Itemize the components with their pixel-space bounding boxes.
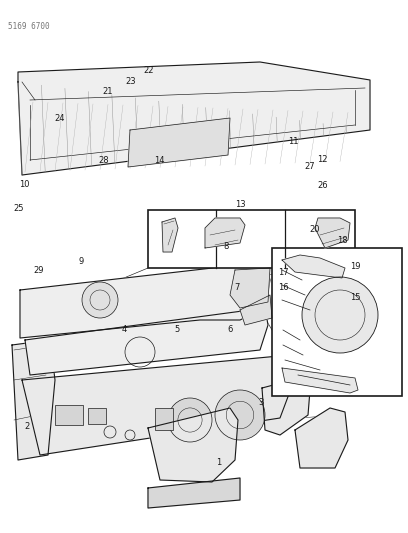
Polygon shape bbox=[22, 355, 295, 455]
Text: 13: 13 bbox=[235, 200, 246, 208]
Polygon shape bbox=[282, 255, 345, 278]
Text: 15: 15 bbox=[350, 293, 360, 302]
Polygon shape bbox=[282, 368, 358, 393]
Polygon shape bbox=[148, 408, 238, 482]
Text: 8: 8 bbox=[224, 242, 229, 251]
Polygon shape bbox=[128, 118, 230, 167]
Polygon shape bbox=[230, 268, 270, 308]
Text: 25: 25 bbox=[13, 205, 24, 213]
Text: 28: 28 bbox=[99, 157, 109, 165]
Bar bbox=[88, 408, 106, 424]
Text: 17: 17 bbox=[278, 269, 289, 277]
Text: 1: 1 bbox=[216, 458, 221, 467]
Text: 12: 12 bbox=[317, 156, 328, 164]
Bar bbox=[272, 248, 402, 396]
Polygon shape bbox=[262, 378, 310, 435]
Text: 23: 23 bbox=[125, 77, 136, 85]
Polygon shape bbox=[18, 62, 370, 175]
Text: 4: 4 bbox=[122, 325, 127, 334]
Text: 21: 21 bbox=[103, 87, 113, 96]
Text: 11: 11 bbox=[288, 137, 299, 146]
Polygon shape bbox=[162, 218, 178, 252]
Polygon shape bbox=[148, 478, 240, 508]
Polygon shape bbox=[25, 308, 268, 375]
Text: 14: 14 bbox=[154, 157, 164, 165]
Text: 18: 18 bbox=[337, 237, 348, 245]
Text: 9: 9 bbox=[79, 257, 84, 265]
Circle shape bbox=[82, 282, 118, 318]
Text: 3: 3 bbox=[258, 398, 264, 407]
Polygon shape bbox=[315, 218, 350, 248]
Circle shape bbox=[168, 398, 212, 442]
Text: 16: 16 bbox=[278, 284, 289, 292]
Bar bbox=[55, 405, 83, 425]
Polygon shape bbox=[205, 218, 245, 248]
Text: 10: 10 bbox=[19, 181, 30, 189]
Polygon shape bbox=[12, 340, 55, 460]
Polygon shape bbox=[20, 262, 270, 338]
Polygon shape bbox=[240, 295, 272, 325]
Text: 5: 5 bbox=[175, 325, 180, 334]
Text: 6: 6 bbox=[228, 325, 233, 334]
Text: 20: 20 bbox=[309, 225, 319, 233]
Text: 24: 24 bbox=[54, 114, 64, 123]
Text: 5169 6700: 5169 6700 bbox=[8, 22, 50, 31]
Text: 26: 26 bbox=[317, 181, 328, 190]
Circle shape bbox=[215, 390, 265, 440]
Text: 27: 27 bbox=[305, 163, 315, 171]
Polygon shape bbox=[295, 408, 348, 468]
Text: 22: 22 bbox=[144, 66, 154, 75]
Bar bbox=[148, 210, 355, 268]
Text: 19: 19 bbox=[350, 262, 360, 271]
Bar bbox=[155, 408, 173, 430]
Text: 2: 2 bbox=[24, 422, 29, 431]
Text: 7: 7 bbox=[234, 284, 239, 292]
Circle shape bbox=[302, 277, 378, 353]
Text: 29: 29 bbox=[33, 266, 44, 275]
